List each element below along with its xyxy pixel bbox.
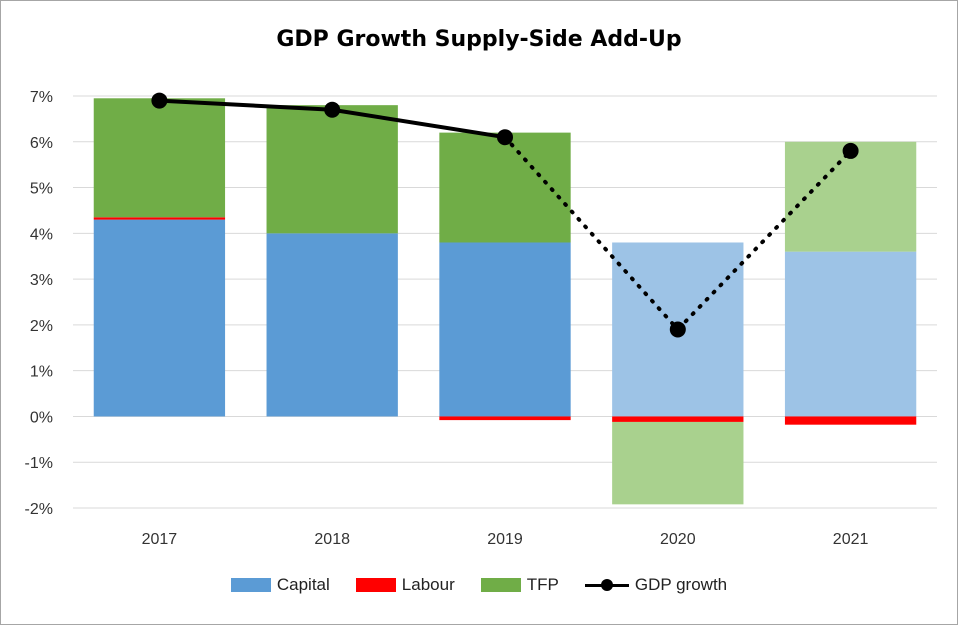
legend-item-capital: Capital xyxy=(230,575,330,595)
bar-capital-2018 xyxy=(266,233,398,417)
bar-capital-2021 xyxy=(784,251,917,417)
gdp-growth-point-2019 xyxy=(497,129,513,146)
bar-tfp-2018 xyxy=(266,105,398,234)
legend-item-gdp-growth: GDP growth xyxy=(584,575,728,595)
x-tick-label: 2020 xyxy=(660,531,696,548)
legend: Capital Labour TFP GDP growth xyxy=(1,575,957,595)
legend-item-tfp: TFP xyxy=(480,575,559,595)
chart-plot: -2%-1%0%1%2%3%4%5%6%7% 2017 2018 2019 2020 2… xyxy=(25,89,937,548)
chart-title: GDP Growth Supply-Side Add-Up xyxy=(276,27,682,52)
y-tick-label: 1% xyxy=(30,364,53,381)
y-tick-label: -2% xyxy=(25,501,53,518)
gdp-growth-point-2020 xyxy=(669,321,686,338)
bar-labour-2017 xyxy=(93,217,226,220)
x-tick-label: 2021 xyxy=(833,531,869,548)
gdp-growth-point-2021 xyxy=(842,142,859,159)
bars xyxy=(93,98,917,505)
bar-tfp-2020 xyxy=(612,421,744,505)
legend-label-labour: Labour xyxy=(401,575,455,594)
y-tick-label: 4% xyxy=(30,226,53,243)
legend-swatch-tfp xyxy=(480,578,521,592)
legend-swatch-labour xyxy=(355,578,396,592)
legend-label-gdp-growth: GDP growth xyxy=(634,575,728,594)
y-tick-label: 6% xyxy=(30,135,53,152)
y-tick-label: 2% xyxy=(30,318,53,335)
y-tick-label: 7% xyxy=(30,89,53,106)
x-axis-ticks: 2017 2018 2019 2020 2021 xyxy=(142,531,869,548)
bar-tfp-2019 xyxy=(439,132,571,243)
legend-label-tfp: TFP xyxy=(526,575,559,594)
y-tick-label: 0% xyxy=(30,409,53,426)
legend-item-labour: Labour xyxy=(355,575,455,595)
bar-labour-2021 xyxy=(784,416,917,425)
bar-labour-2020 xyxy=(612,416,744,422)
legend-swatch-gdp-growth xyxy=(584,578,629,592)
y-tick-label: -1% xyxy=(25,455,53,472)
gdp-growth-line xyxy=(151,92,859,338)
gdp-growth-point-2018 xyxy=(324,101,341,118)
gdp-growth-point-2017 xyxy=(151,92,168,109)
bar-labour-2019 xyxy=(439,416,571,421)
y-axis-ticks: -2% -1% 0% 1% 2% 3% 4% 5% 6% 7% xyxy=(25,89,53,518)
legend-swatch-capital xyxy=(230,578,271,592)
bar-tfp-2021 xyxy=(784,141,917,252)
bar-tfp-2017 xyxy=(93,98,226,218)
y-tick-label: 5% xyxy=(30,181,53,198)
legend-label-capital: Capital xyxy=(276,575,330,594)
x-tick-label: 2019 xyxy=(487,531,523,548)
x-tick-label: 2017 xyxy=(142,531,178,548)
y-tick-label: 3% xyxy=(30,272,53,289)
bar-capital-2017 xyxy=(93,219,226,417)
bar-capital-2019 xyxy=(439,242,571,417)
x-tick-label: 2018 xyxy=(314,531,350,548)
